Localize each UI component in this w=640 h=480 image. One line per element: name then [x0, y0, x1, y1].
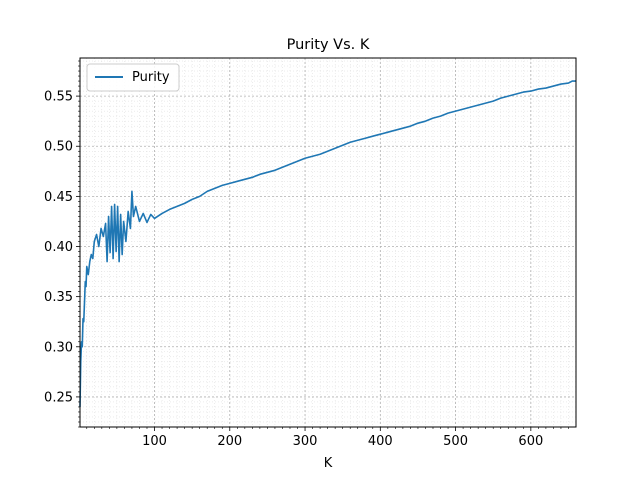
legend: Purity	[86, 63, 180, 92]
y-tick-label: 0.25	[44, 390, 73, 405]
series-line-purity	[79, 80, 576, 407]
series-layer	[79, 80, 576, 407]
y-tick-label: 0.35	[44, 290, 73, 305]
legend-label-purity: Purity	[132, 70, 170, 85]
x-tick-label: 200	[217, 434, 242, 449]
x-tick-label: 300	[293, 434, 318, 449]
x-tick-label: 500	[443, 434, 468, 449]
x-tick-label: 400	[368, 434, 393, 449]
y-tick-label: 0.40	[44, 240, 73, 255]
y-tick-label: 0.30	[44, 340, 73, 355]
y-tick-label: 0.50	[44, 140, 73, 155]
legend-box	[86, 63, 180, 92]
y-axis-ticks: 0.25 0.30 0.35 0.40 0.45 0.50 0.55	[44, 60, 80, 428]
chart-title: Purity Vs. K	[287, 37, 370, 53]
x-axis-label: K	[324, 456, 333, 471]
y-tick-label: 0.45	[44, 190, 73, 205]
y-tick-label: 0.55	[44, 90, 73, 105]
x-tick-label: 600	[518, 434, 543, 449]
x-tick-label: 100	[142, 434, 167, 449]
plot-frame	[79, 57, 577, 428]
x-axis-ticks: 100 200 300 400 500 600	[86, 427, 569, 449]
major-grid	[80, 58, 576, 427]
